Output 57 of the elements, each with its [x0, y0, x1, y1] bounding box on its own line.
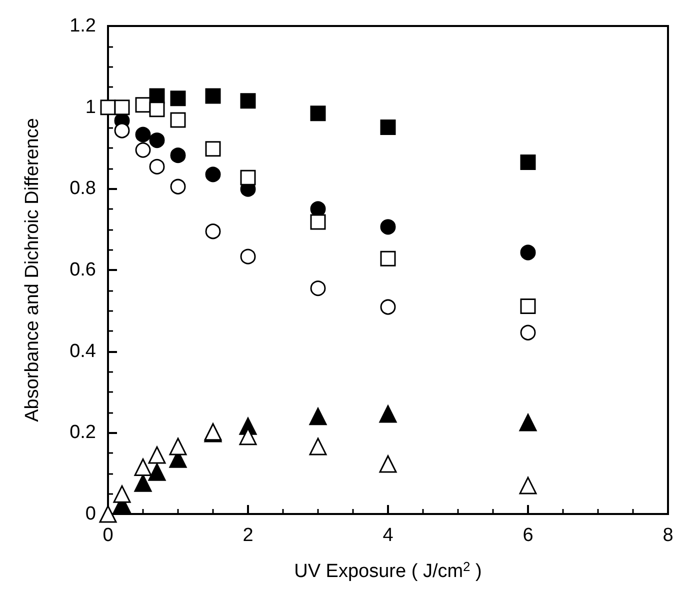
point	[240, 170, 256, 186]
point	[519, 414, 537, 432]
point	[170, 178, 186, 194]
y-tick-label: 0.4	[70, 340, 96, 362]
point	[205, 141, 221, 157]
y-tick-label: 0.2	[70, 422, 96, 444]
point	[114, 122, 130, 138]
point	[100, 100, 116, 116]
x-tick-label: 4	[382, 525, 394, 546]
point	[135, 126, 151, 142]
x-tick-label: 2	[242, 525, 254, 546]
point	[205, 88, 221, 104]
point	[380, 250, 396, 266]
point	[134, 458, 152, 476]
point	[113, 485, 131, 503]
point	[134, 474, 152, 492]
point	[149, 102, 165, 118]
y-tick-label: 0.6	[70, 260, 96, 280]
point	[310, 106, 326, 122]
point	[170, 90, 186, 106]
point	[169, 438, 187, 456]
y-tick-label: 1	[85, 96, 96, 118]
point	[380, 219, 396, 235]
x-tick-label: 6	[522, 525, 534, 546]
point	[520, 298, 536, 314]
point	[148, 463, 166, 481]
y-tick-label: 1.2	[70, 16, 96, 36]
y-tick-label: 0.8	[70, 178, 96, 200]
point	[380, 120, 396, 136]
point	[520, 324, 536, 340]
point	[205, 166, 221, 182]
point	[310, 280, 326, 296]
point	[240, 248, 256, 264]
point	[309, 408, 327, 426]
point	[310, 214, 326, 230]
point	[99, 505, 117, 523]
point	[170, 112, 186, 128]
x-tick-label: 0	[102, 525, 114, 546]
point	[149, 132, 165, 148]
point	[114, 100, 130, 116]
point	[519, 476, 537, 494]
point	[380, 299, 396, 315]
point	[520, 244, 536, 260]
point	[309, 438, 327, 456]
point	[379, 455, 397, 473]
point	[170, 148, 186, 164]
point	[379, 405, 397, 423]
x-tick-label: 8	[662, 525, 674, 546]
point	[135, 97, 151, 113]
point	[135, 142, 151, 158]
point	[520, 154, 536, 170]
y-tick-label: 0	[85, 504, 96, 524]
point	[205, 224, 221, 240]
point	[148, 446, 166, 464]
point	[240, 93, 256, 109]
point	[149, 158, 165, 174]
y-axis-title: Absorbance and Dichroic Difference	[22, 118, 43, 422]
